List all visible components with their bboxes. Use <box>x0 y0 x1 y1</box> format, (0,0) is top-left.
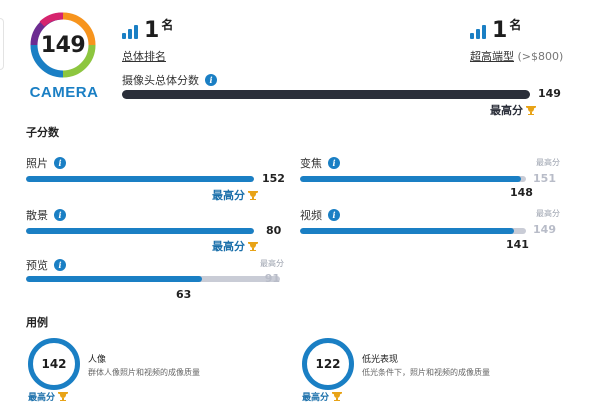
usecase-portrait-desc: 群体人像照片和视频的成像质量 <box>88 368 200 377</box>
score-badge: 149 <box>28 10 98 80</box>
global-rank: 1 名 总体排名 <box>122 18 173 64</box>
trophy-icon <box>248 241 258 251</box>
badge-ring-icon <box>30 12 96 78</box>
subscore-preview-value: 63 <box>176 288 192 301</box>
segment-rank-link[interactable]: 超高端型 (>$800) <box>470 50 564 63</box>
subscores-title: 子分数 <box>26 126 59 139</box>
badge-score: 149 <box>40 32 86 58</box>
subscore-zoom-value: 148 <box>510 186 533 199</box>
side-tab[interactable] <box>0 18 4 70</box>
subscore-zoom-max-caption: 最高分 <box>536 158 560 167</box>
trophy-icon <box>332 392 343 401</box>
trophy-icon <box>526 105 536 115</box>
subscore-preview-max-value: 91 <box>264 272 280 285</box>
usecases-title: 用例 <box>26 316 48 329</box>
subscore-photo: 照片 i <box>26 156 66 170</box>
lowlight-best-tag: 最高分 <box>302 390 343 403</box>
usecase-lowlight-score: 122 <box>302 338 354 390</box>
ranking-bars-icon <box>122 25 138 39</box>
info-icon[interactable]: i <box>54 259 66 271</box>
bokeh-best-tag: 最高分 <box>212 238 258 254</box>
trophy-icon <box>248 190 258 200</box>
info-icon[interactable]: i <box>328 209 340 221</box>
overall-score-label: 摄像头总体分数 i <box>122 72 217 88</box>
global-rank-link[interactable]: 总体排名 <box>122 50 166 63</box>
subscore-video-max-caption: 最高分 <box>536 209 560 218</box>
subscore-zoom-max-value: 151 <box>533 172 556 185</box>
portrait-best-tag: 最高分 <box>28 390 69 403</box>
overall-score-value: 149 <box>538 87 561 100</box>
subscore-photo-value: 152 <box>262 172 285 185</box>
subscore-video-value: 141 <box>506 238 529 251</box>
segment-rank-unit: 名 <box>509 18 522 32</box>
trophy-icon <box>58 392 69 401</box>
usecase-lowlight-desc: 低光条件下，照片和视频的成像质量 <box>362 368 490 377</box>
photo-best-tag: 最高分 <box>212 187 258 203</box>
global-rank-unit: 名 <box>161 18 174 32</box>
segment-rank: 1 名 超高端型 (>$800) <box>470 18 564 64</box>
segment-rank-value: 1 <box>492 18 508 43</box>
ranking-bars-icon <box>470 25 486 39</box>
global-rank-value: 1 <box>144 18 160 43</box>
subscore-zoom: 变焦 i <box>300 156 340 170</box>
subscore-preview: 预览 i <box>26 258 66 272</box>
subscore-video-max-value: 149 <box>533 223 556 236</box>
overall-best-tag: 最高分 <box>490 102 536 118</box>
info-icon[interactable]: i <box>328 157 340 169</box>
info-icon[interactable]: i <box>54 209 66 221</box>
info-icon[interactable]: i <box>205 74 217 86</box>
badge-category: CAMERA <box>29 84 99 101</box>
subscore-video: 视频 i <box>300 208 340 222</box>
info-icon[interactable]: i <box>54 157 66 169</box>
subscore-bokeh: 散景 i <box>26 208 66 222</box>
usecase-portrait-title: 人像 <box>88 355 107 365</box>
overall-score-bar <box>122 90 530 99</box>
subscore-preview-max-caption: 最高分 <box>260 259 284 268</box>
usecase-portrait-score: 142 <box>28 338 80 390</box>
subscore-bokeh-value: 80 <box>266 224 282 237</box>
usecase-lowlight-title: 低光表现 <box>362 355 399 365</box>
